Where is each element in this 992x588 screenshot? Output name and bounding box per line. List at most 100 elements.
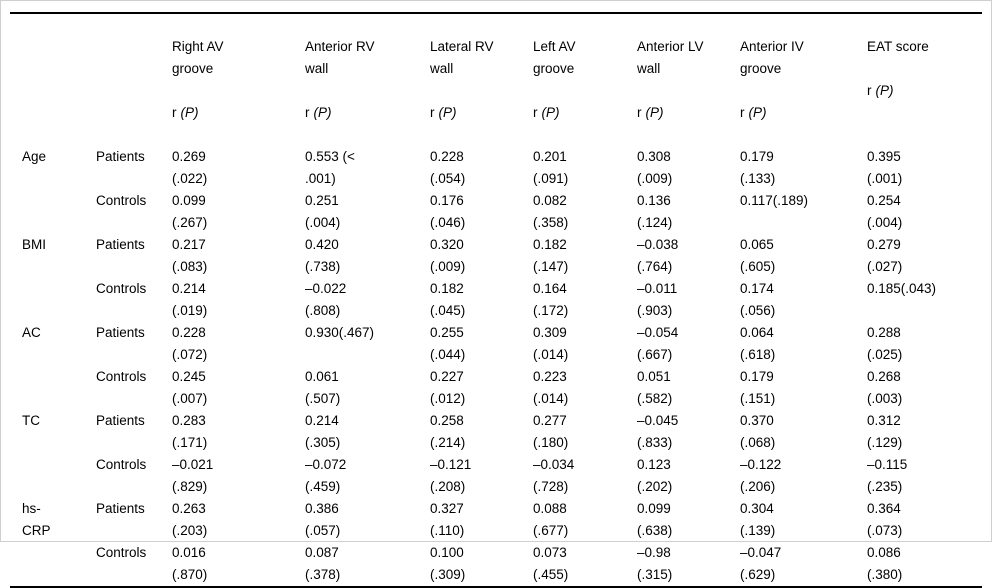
col-title: Right AV groove [172, 39, 224, 76]
cell: –0.98 (.315) [637, 545, 673, 582]
cell: –0.038 (.764) [637, 237, 679, 274]
group-label: Controls [96, 545, 147, 560]
table-row-ac-patients: AC Patients 0.228 (.072) 0.930(.467) 0.2… [10, 322, 982, 366]
col-stat-label: r (P) [172, 102, 305, 124]
cell: 0.136 (.124) [637, 193, 673, 230]
row-label-age: Age [22, 149, 47, 164]
cell: 0.201 (.091) [533, 149, 569, 186]
cell: 0.164 (.172) [533, 281, 569, 318]
group-label: Patients [96, 413, 145, 428]
cell: 0.174 (.056) [740, 281, 776, 318]
cell: 0.099 (.267) [172, 193, 208, 230]
cell: –0.022 (.808) [305, 281, 347, 318]
cell: 0.308 (.009) [637, 149, 673, 186]
col-header-anterior-iv-groove: Anterior IV groove r (P) [740, 13, 867, 146]
cell: 0.370 (.068) [740, 413, 776, 450]
cell: 0.283 (.171) [172, 413, 208, 450]
cell: –0.011 (.903) [637, 281, 678, 318]
cell: 0.309 (.014) [533, 325, 569, 362]
cell: 0.086 (.380) [867, 545, 903, 582]
cell: 0.117(.189) [740, 193, 809, 208]
p-label: (P) [748, 105, 767, 120]
col-title: EAT score [867, 39, 929, 54]
col-stat-label: r (P) [430, 102, 533, 124]
cell: 0.245 (.007) [172, 369, 208, 406]
col-stat-label: r (P) [637, 102, 740, 124]
cell: 0.123 (.202) [637, 457, 673, 494]
cell: 0.051 (.582) [637, 369, 673, 406]
group-label: Controls [96, 369, 147, 384]
cell: –0.122 (.206) [740, 457, 782, 494]
corner-cell-variable [10, 13, 96, 146]
col-stat-label: r (P) [305, 102, 430, 124]
cell: 0.100 (.309) [430, 545, 466, 582]
r-label: r [430, 105, 435, 120]
col-title: Anterior RV wall [305, 39, 375, 76]
p-label: (P) [875, 83, 894, 98]
cell: 0.254 (.004) [867, 193, 903, 230]
group-label: Patients [96, 501, 145, 516]
cell: 0.182 (.045) [430, 281, 466, 318]
cell: –0.115 (.235) [867, 457, 908, 494]
cell: 0.214 (.305) [305, 413, 341, 450]
r-label: r [740, 105, 745, 120]
cell: 0.228 (.072) [172, 325, 208, 362]
row-label-ac: AC [22, 325, 41, 340]
cell: 0.082 (.358) [533, 193, 569, 230]
cell: 0.228 (.054) [430, 149, 466, 186]
cell: 0.227 (.012) [430, 369, 466, 406]
col-header-anterior-lv-wall: Anterior LV wall r (P) [637, 13, 740, 146]
corner-cell-group [96, 13, 172, 146]
cell: –0.034 (.728) [533, 457, 575, 494]
cell: 0.251 (.004) [305, 193, 341, 230]
table-row-bmi-patients: BMI Patients 0.217 (.083) 0.420 (.738) 0… [10, 234, 982, 278]
cell: 0.255 (.044) [430, 325, 466, 362]
p-label: (P) [645, 105, 664, 120]
cell: 0.064 (.618) [740, 325, 776, 362]
cell: 0.320 (.009) [430, 237, 466, 274]
table-row-hscrp-patients: hs- CRP Patients 0.263 (.203) 0.386 (.05… [10, 498, 982, 542]
table-row-tc-controls: Controls –0.021 (.829) –0.072 (.459) –0.… [10, 454, 982, 498]
col-header-lateral-rv-wall: Lateral RV wall r (P) [430, 13, 533, 146]
col-header-left-av-groove: Left AV groove r (P) [533, 13, 637, 146]
p-label: (P) [438, 105, 457, 120]
cell: 0.364 (.073) [867, 501, 903, 538]
col-stat-label: r (P) [533, 102, 637, 124]
cell: 0.223 (.014) [533, 369, 569, 406]
cell: 0.327 (.110) [430, 501, 465, 538]
p-label: (P) [541, 105, 560, 120]
cell: 0.185(.043) [867, 281, 937, 296]
col-stat-label: r (P) [867, 80, 982, 102]
col-header-anterior-rv-wall: Anterior RV wall r (P) [305, 13, 430, 146]
cell: 0.179 (.151) [740, 369, 776, 406]
cell: –0.072 (.459) [305, 457, 347, 494]
cell: –0.054 (.667) [637, 325, 679, 362]
col-title: Left AV groove [533, 39, 576, 76]
p-label: (P) [180, 105, 199, 120]
cell: –0.045 (.833) [637, 413, 679, 450]
table-row-hscrp-controls: Controls 0.016 (.870) 0.087 (.378) 0.100… [10, 542, 982, 587]
cell: 0.553 (< .001) [305, 149, 355, 186]
col-header-right-av-groove: Right AV groove r (P) [172, 13, 305, 146]
cell: 0.277 (.180) [533, 413, 569, 450]
cell: 0.288 (.025) [867, 325, 903, 362]
group-label: Controls [96, 457, 147, 472]
cell: 0.420 (.738) [305, 237, 341, 274]
table-row-ac-controls: Controls 0.245 (.007) 0.061 (.507) 0.227… [10, 366, 982, 410]
p-label: (P) [313, 105, 332, 120]
cell: 0.269 (.022) [172, 149, 208, 186]
r-label: r [867, 83, 872, 98]
cell: 0.386 (.057) [305, 501, 341, 538]
group-label: Controls [96, 281, 147, 296]
col-title: Lateral RV wall [430, 39, 494, 76]
table-row-tc-patients: TC Patients 0.283 (.171) 0.214 (.305) 0.… [10, 410, 982, 454]
r-label: r [637, 105, 642, 120]
cell: 0.099 (.638) [637, 501, 673, 538]
group-label: Patients [96, 237, 145, 252]
row-label-bmi: BMI [22, 237, 47, 252]
header-row: Right AV groove r (P) Anterior RV wall r(… [10, 13, 982, 146]
col-title: Anterior IV groove [740, 39, 804, 76]
cell: 0.263 (.203) [172, 501, 208, 538]
cell: 0.088 (.677) [533, 501, 569, 538]
